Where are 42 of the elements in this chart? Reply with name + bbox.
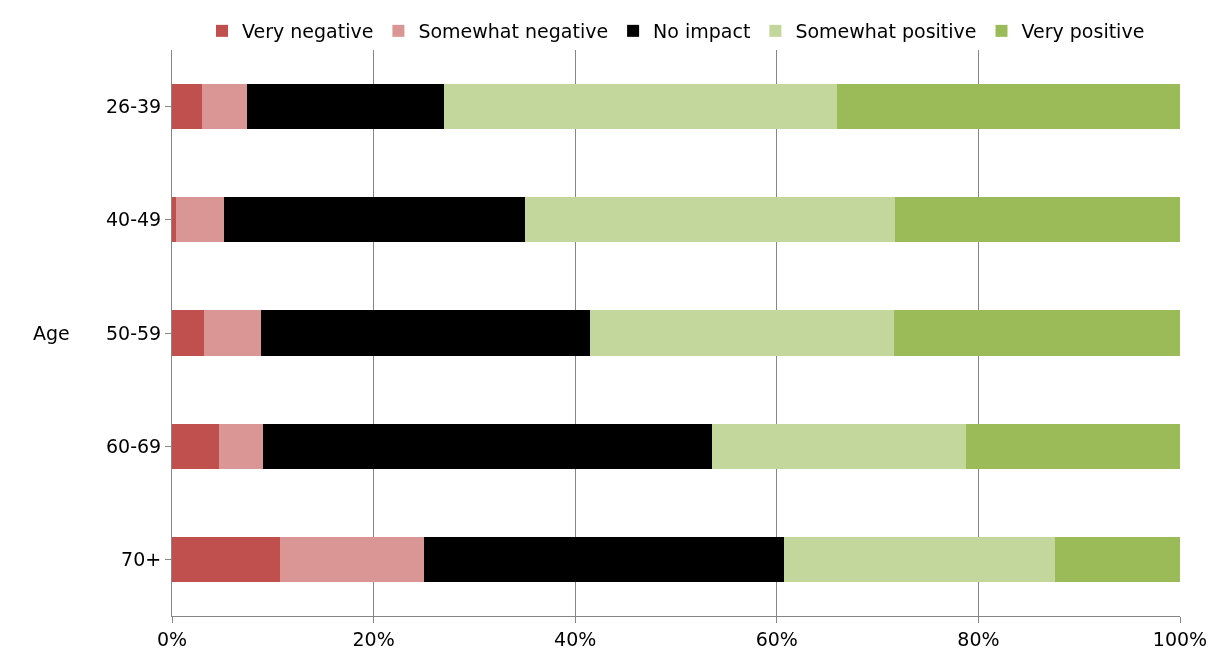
y-tick-label: 60-69	[105, 434, 162, 457]
bar	[894, 197, 1180, 243]
legend-label: Somewhat negative	[418, 20, 609, 43]
bar	[172, 536, 280, 583]
bar	[260, 310, 591, 356]
y-tick-label: 50-59	[105, 321, 162, 344]
bar	[590, 310, 894, 356]
bar	[172, 83, 203, 130]
x-tick-label: 40%	[554, 627, 597, 650]
bar	[176, 197, 225, 243]
bar	[712, 423, 967, 469]
bar	[1055, 536, 1180, 583]
legend-label: No impact	[653, 20, 751, 43]
x-tick-label: 0%	[156, 627, 188, 650]
y-tick-label: 70+	[121, 548, 162, 571]
bar	[172, 423, 220, 469]
x-tick-label: 100%	[1152, 627, 1208, 650]
x-tick-label: 80%	[957, 627, 1000, 650]
x-tick-label: 60%	[755, 627, 798, 650]
y-tick-label: 26-39	[105, 95, 162, 118]
bar	[202, 83, 247, 130]
bar	[246, 83, 445, 130]
bar	[204, 310, 261, 356]
bar	[279, 536, 424, 583]
bar	[444, 83, 838, 130]
bar	[524, 197, 895, 243]
bar	[783, 536, 1056, 583]
bar	[219, 423, 263, 469]
bar	[172, 197, 177, 243]
bar	[837, 83, 1180, 130]
bar	[424, 536, 784, 583]
legend-label: Very negative	[242, 20, 374, 43]
x-tick-label: 20%	[352, 627, 395, 650]
y-tick-label: 40-49	[105, 208, 162, 231]
bar	[893, 310, 1180, 356]
bar	[262, 423, 713, 469]
bar	[966, 423, 1180, 469]
bar	[224, 197, 525, 243]
bar	[172, 310, 205, 356]
y-axis-title: Age	[33, 322, 70, 344]
legend-label: Somewhat positive	[795, 20, 977, 43]
legend-label: Very positive	[1021, 20, 1145, 43]
